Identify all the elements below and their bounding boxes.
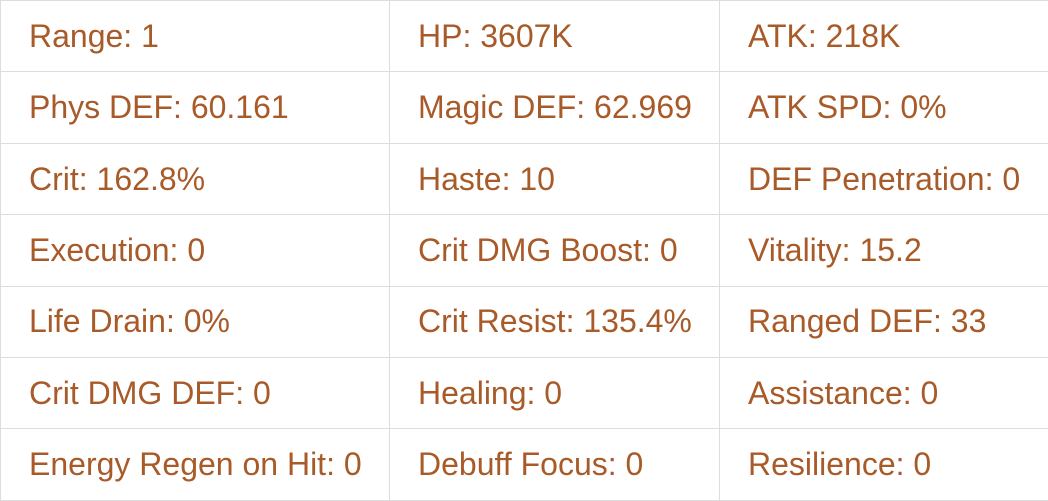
stat-cell-ranged-def: Ranged DEF: 33 <box>720 286 1048 357</box>
stat-cell-atk: ATK: 218K <box>720 1 1048 72</box>
stat-cell-energy-regen-on-hit: Energy Regen on Hit: 0 <box>1 429 390 500</box>
stat-cell-atk-spd: ATK SPD: 0% <box>720 72 1048 143</box>
table-row: Life Drain: 0% Crit Resist: 135.4% Range… <box>1 286 1048 357</box>
stat-cell-healing: Healing: 0 <box>390 358 720 429</box>
stat-cell-execution: Execution: 0 <box>1 215 390 286</box>
stat-cell-crit-dmg-def: Crit DMG DEF: 0 <box>1 358 390 429</box>
stat-cell-crit: Crit: 162.8% <box>1 143 390 214</box>
table-row: Crit: 162.8% Haste: 10 DEF Penetration: … <box>1 143 1048 214</box>
table-row: Crit DMG DEF: 0 Healing: 0 Assistance: 0 <box>1 358 1048 429</box>
stat-cell-debuff-focus: Debuff Focus: 0 <box>390 429 720 500</box>
stat-cell-def-penetration: DEF Penetration: 0 <box>720 143 1048 214</box>
table-row: Energy Regen on Hit: 0 Debuff Focus: 0 R… <box>1 429 1048 500</box>
table-row: Phys DEF: 60.161 Magic DEF: 62.969 ATK S… <box>1 72 1048 143</box>
stat-cell-magic-def: Magic DEF: 62.969 <box>390 72 720 143</box>
stat-cell-hp: HP: 3607K <box>390 1 720 72</box>
stat-cell-crit-dmg-boost: Crit DMG Boost: 0 <box>390 215 720 286</box>
table-row: Execution: 0 Crit DMG Boost: 0 Vitality:… <box>1 215 1048 286</box>
stat-cell-resilience: Resilience: 0 <box>720 429 1048 500</box>
stat-cell-life-drain: Life Drain: 0% <box>1 286 390 357</box>
stat-cell-vitality: Vitality: 15.2 <box>720 215 1048 286</box>
stat-cell-crit-resist: Crit Resist: 135.4% <box>390 286 720 357</box>
stat-cell-range: Range: 1 <box>1 1 390 72</box>
stat-cell-phys-def: Phys DEF: 60.161 <box>1 72 390 143</box>
table-row: Range: 1 HP: 3607K ATK: 218K <box>1 1 1048 72</box>
stat-cell-assistance: Assistance: 0 <box>720 358 1048 429</box>
stat-cell-haste: Haste: 10 <box>390 143 720 214</box>
